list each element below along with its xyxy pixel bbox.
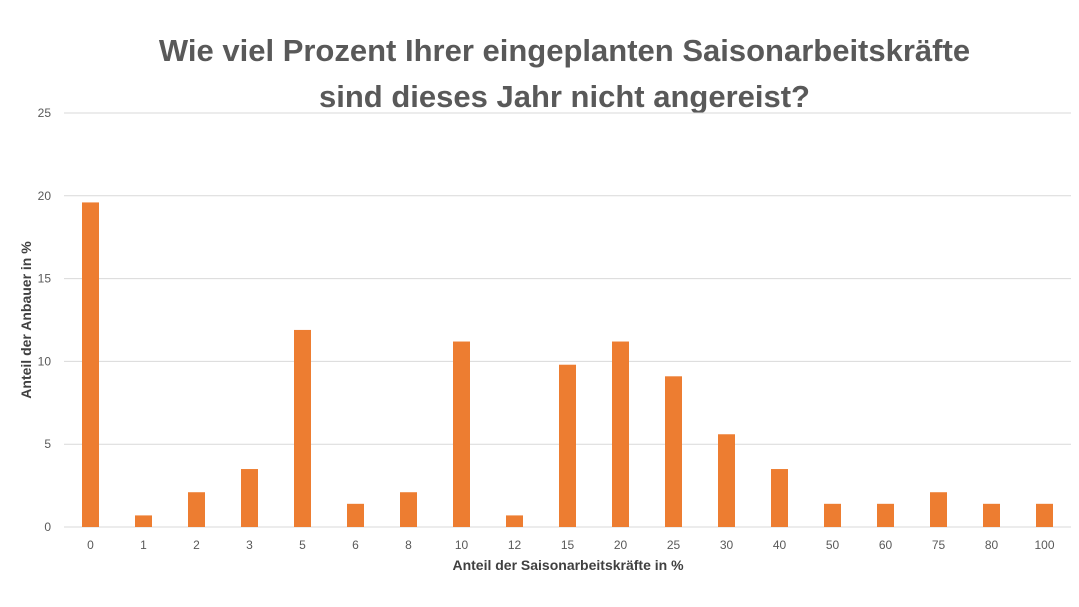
chart-title-line2: sind dieses Jahr nicht angereist? (319, 79, 810, 114)
bar-1 (135, 515, 152, 527)
bar-60 (877, 503, 894, 527)
x-tick-label: 60 (879, 538, 893, 552)
x-tick-label: 6 (352, 538, 359, 552)
y-tick-label: 10 (38, 354, 52, 368)
x-tick-label: 30 (720, 538, 734, 552)
bar-30 (718, 434, 735, 527)
y-tick-label: 20 (38, 189, 52, 203)
bar-3 (241, 469, 258, 527)
bar-75 (930, 492, 947, 527)
x-tick-label: 25 (667, 538, 681, 552)
bar-6 (347, 503, 364, 527)
x-tick-label: 80 (985, 538, 999, 552)
x-tick-label: 50 (826, 538, 840, 552)
bar-50 (824, 503, 841, 527)
x-tick-label: 3 (246, 538, 253, 552)
x-tick-label: 12 (508, 538, 522, 552)
bar-5 (294, 329, 311, 527)
y-tick-label: 15 (38, 272, 52, 286)
bars (82, 202, 1053, 527)
x-tick-label: 5 (299, 538, 306, 552)
chart-title: Wie viel Prozent Ihrer eingeplanten Sais… (0, 28, 1079, 120)
chart-title-line1: Wie viel Prozent Ihrer eingeplanten Sais… (158, 33, 971, 68)
y-tick-label: 25 (38, 106, 52, 120)
bar-2 (188, 492, 205, 527)
x-axis-label: Anteil der Saisonarbeitskräfte in % (452, 557, 684, 573)
x-tick-label: 40 (773, 538, 787, 552)
bar-100 (1036, 503, 1053, 527)
bar-20 (612, 341, 629, 527)
x-tick-label: 75 (932, 538, 946, 552)
x-tick-label: 1 (140, 538, 147, 552)
y-tick-label: 5 (44, 437, 51, 451)
bar-40 (771, 469, 788, 527)
x-tick-label: 15 (561, 538, 575, 552)
x-tick-labels: 0 1 2 3 5 6 8 10 12 15 20 25 30 40 50 60 75 80 100 (87, 538, 1055, 552)
x-tick-label: 8 (405, 538, 412, 552)
bar-10 (453, 341, 470, 527)
x-tick-label: 2 (193, 538, 200, 552)
bar-15 (559, 364, 576, 527)
y-axis-label: Anteil der Anbauer in % (18, 241, 34, 399)
bar-25 (665, 376, 682, 527)
bar-80 (983, 503, 1000, 527)
x-tick-label: 10 (455, 538, 469, 552)
x-tick-label: 100 (1034, 538, 1054, 552)
y-tick-labels: 0 5 10 15 20 25 (38, 106, 52, 534)
bar-12 (506, 515, 523, 527)
bar-8 (400, 492, 417, 527)
y-tick-label: 0 (44, 520, 51, 534)
bar-0 (82, 202, 99, 527)
x-tick-label: 20 (614, 538, 628, 552)
x-tick-label: 0 (87, 538, 94, 552)
